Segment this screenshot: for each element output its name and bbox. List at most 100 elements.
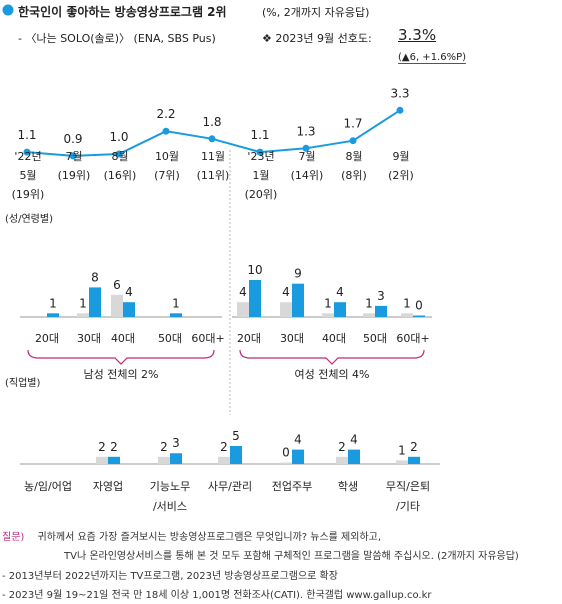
question-block: 질문) 귀하께서 요즘 가장 즐겨보시는 방송영상프로그램은 무엇입니까? 뉴스… — [2, 528, 381, 543]
trend-point — [69, 152, 77, 160]
chart-subtitle: (%, 2개까지 자유응답) — [262, 6, 370, 19]
occupation-bar-blue — [170, 453, 182, 464]
occupation-bar-value: 3 — [172, 436, 180, 450]
trend-x-label: 7월 — [65, 150, 82, 163]
occupation-bar-value: 2 — [338, 440, 346, 454]
question-label: 질문) — [2, 532, 25, 543]
age-bar-gray — [363, 313, 375, 317]
occupation-bar-gray — [96, 456, 108, 464]
occupation-bar-gray — [158, 456, 170, 464]
age-tick-label: 40대 — [111, 332, 135, 345]
age-bar-gray — [280, 302, 292, 317]
trend-x-label: 11월 — [201, 150, 225, 163]
occupation-tick-label: /기타 — [396, 500, 420, 513]
trend-x-label: '23년 — [247, 150, 274, 163]
trend-x-label: 5월 — [19, 169, 36, 182]
age-bar-blue — [170, 313, 182, 317]
trend-point — [396, 106, 404, 114]
trend-value-label: 1.8 — [202, 115, 221, 129]
age-tick-label: 30대 — [280, 332, 304, 345]
age-bar-blue — [292, 283, 304, 317]
age-bar-value: 4 — [282, 285, 290, 299]
trend-x-label: '22년 — [14, 150, 41, 163]
age-bar-gray — [322, 313, 334, 317]
trend-x-label: 8월 — [111, 150, 128, 163]
age-bar-gray — [237, 302, 249, 317]
trend-x-label: (2위) — [388, 169, 414, 182]
trend-point — [162, 127, 170, 135]
age-bar-value: 1 — [79, 296, 87, 310]
age-bar-blue — [47, 313, 59, 317]
trend-value-label: 1.0 — [109, 130, 128, 144]
trend-x-label: 9월 — [392, 150, 409, 163]
age-bar-blue — [123, 302, 135, 317]
trend-point — [23, 148, 31, 156]
age-tick-label: 60대+ — [191, 332, 224, 345]
age-bar-value: 1 — [403, 296, 411, 310]
occupation-bar-value: 1 — [398, 443, 406, 457]
age-bar-value: 6 — [113, 278, 121, 292]
occupation-bar-gray — [280, 462, 292, 464]
occupation-bar-gray — [336, 456, 348, 464]
occupation-bar-gray — [396, 460, 408, 464]
age-tick-label: 20대 — [35, 332, 59, 345]
occupation-tick-label: 농/임/어업 — [24, 480, 72, 493]
trend-x-label: (7위) — [154, 169, 180, 182]
occupation-bar-value: 5 — [232, 429, 240, 443]
question-text-1: 귀하께서 요즘 가장 즐겨보시는 방송영상프로그램은 무엇입니까? 뉴스를 제외… — [37, 532, 382, 543]
age-bar-value: 1 — [324, 296, 332, 310]
age-bar-value: 4 — [239, 285, 247, 299]
occupation-bar-value: 2 — [220, 440, 228, 454]
age-bar-value: 10 — [247, 263, 262, 277]
age-tick-label: 50대 — [363, 332, 387, 345]
trend-point — [115, 150, 123, 158]
preference-change: (▲6, +1.6%P) — [398, 52, 467, 64]
age-tick-label: 30대 — [77, 332, 101, 345]
occupation-bar-gray — [218, 456, 230, 464]
age-bar-value: 4 — [336, 285, 344, 299]
occupation-tick-label: 학생 — [338, 480, 358, 493]
trend-value-label: 1.1 — [17, 128, 36, 142]
occupation-tick-label: 기능노무 — [150, 480, 190, 493]
occupation-tick-label: /서비스 — [153, 500, 187, 513]
occupation-tick-label: 사무/관리 — [208, 480, 252, 493]
occupation-bar-value: 2 — [98, 440, 106, 454]
group-brace — [27, 349, 215, 365]
age-bar-value: 8 — [91, 270, 99, 284]
trend-value-label: 1.3 — [296, 124, 315, 138]
occupation-section-label: (직업별) — [5, 376, 41, 389]
trend-x-label: (19위) — [12, 188, 45, 201]
preference-label: ❖ 2023년 9월 선호도: — [262, 32, 372, 45]
trend-x-label: (19위) — [58, 169, 91, 182]
trend-point — [256, 148, 264, 156]
occupation-bar-value: 0 — [282, 446, 290, 460]
trend-value-label: 3.3 — [390, 86, 409, 100]
age-bar-value: 9 — [294, 267, 302, 281]
occupation-bar-value: 4 — [294, 433, 302, 447]
age-tick-label: 40대 — [322, 332, 346, 345]
occupation-bar-value: 2 — [160, 440, 168, 454]
trend-x-label: (11위) — [197, 169, 230, 182]
preference-value: 3.3% — [398, 26, 437, 44]
footnote-survey: - 2023년 9월 19~21일 전국 만 18세 이상 1,001명 전화조… — [2, 590, 432, 601]
trend-point — [302, 144, 310, 152]
trend-value-label: 2.2 — [156, 107, 175, 121]
age-bar-gray — [77, 313, 89, 317]
age-bar-value: 1 — [49, 296, 57, 310]
occupation-tick-label: 전업주부 — [272, 480, 312, 493]
trend-x-label: (16위) — [104, 169, 137, 182]
trend-x-label: (14위) — [291, 169, 324, 182]
age-bar-value: 0 — [415, 299, 423, 313]
footnote-scope: - 2013년부터 2022년까지는 TV프로그램, 2023년 방송영상프로그… — [2, 571, 338, 582]
occupation-bar-blue — [348, 449, 360, 464]
occupation-tick-label: 무직/은퇴 — [386, 480, 430, 493]
age-bar-value: 1 — [365, 296, 373, 310]
chart-title: 한국인이 좋아하는 방송영상프로그램 2위 — [18, 5, 227, 19]
occupation-bar-blue — [408, 456, 420, 464]
question-text-2: TV나 온라인영상서비스를 통해 본 것 모두 포함해 구체적인 프로그램을 말… — [64, 551, 519, 562]
age-bar-blue — [89, 287, 101, 317]
age-tick-label: 60대+ — [396, 332, 429, 345]
age-bar-blue — [249, 280, 261, 317]
trend-x-label: 8월 — [345, 150, 362, 163]
